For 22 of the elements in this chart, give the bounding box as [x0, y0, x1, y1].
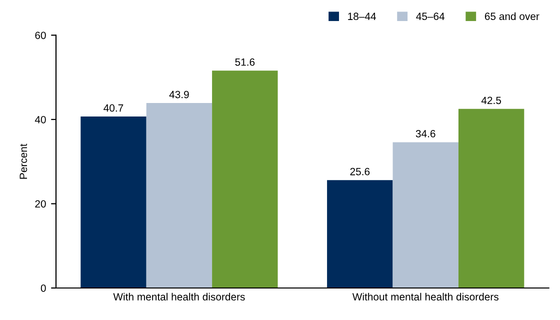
x-tick-label: With mental health disorders [113, 292, 245, 301]
bar [327, 180, 393, 288]
data-label: 25.6 [350, 168, 370, 176]
y-tick-label: 20 [35, 200, 46, 208]
y-axis-title: Percent [20, 144, 28, 179]
data-label: 51.6 [235, 58, 255, 66]
y-tick-label: 60 [35, 32, 46, 40]
bar [458, 108, 524, 288]
data-label: 42.5 [481, 96, 502, 104]
bar [392, 142, 458, 288]
bar [212, 70, 278, 288]
legend-label: 65 and over [484, 12, 540, 20]
data-label: 40.7 [104, 104, 124, 112]
x-tick-label: Without mental health disorders [352, 292, 498, 301]
bar [146, 103, 212, 288]
legend-label: 45–64 [416, 12, 445, 20]
y-tick-label: 0 [40, 284, 46, 292]
legend-label: 18–44 [348, 12, 376, 20]
bar [80, 116, 146, 288]
y-tick-label: 40 [34, 116, 46, 124]
data-label: 43.9 [169, 90, 189, 98]
data-label: 34.6 [416, 130, 436, 138]
